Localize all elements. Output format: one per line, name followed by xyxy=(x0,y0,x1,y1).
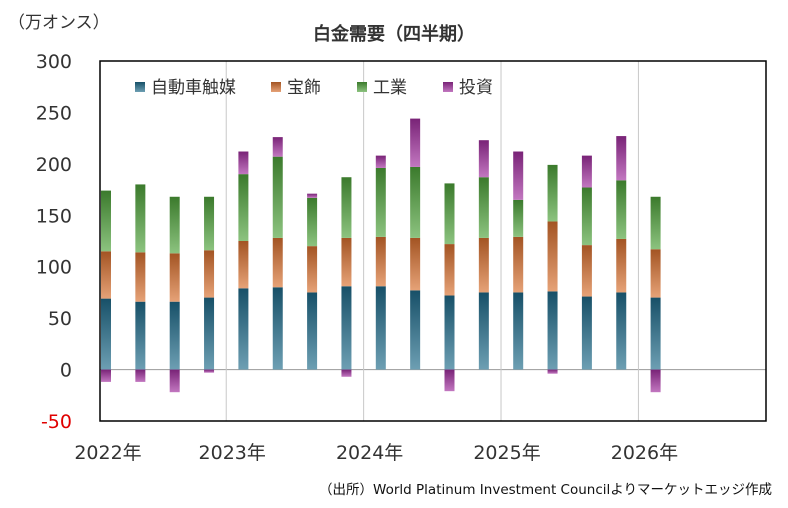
bar-宝飾-2023Q4 xyxy=(341,237,352,287)
bar-宝飾-2024Q4 xyxy=(478,237,489,293)
bar-自動車触媒-2023Q1 xyxy=(238,288,249,370)
bar-工業-2022Q3 xyxy=(169,196,180,254)
bar-宝飾-2022Q4 xyxy=(204,250,215,298)
bar-投資-2022Q4 xyxy=(204,369,215,373)
bar-宝飾-2025Q3 xyxy=(581,245,592,297)
chart-title: 白金需要（四半期） xyxy=(313,24,475,45)
bar-自動車触媒-2023Q2 xyxy=(272,287,283,370)
bar-宝飾-2022Q1 xyxy=(101,251,111,299)
bar-投資-2023Q4 xyxy=(341,369,352,377)
bar-宝飾-2026Q1 xyxy=(650,249,661,298)
bar-投資-2025Q1 xyxy=(513,151,524,200)
x-year-label: 2023年 xyxy=(199,442,266,464)
grid-lines xyxy=(100,61,766,421)
bar-宝飾-2023Q1 xyxy=(238,241,249,289)
bar-工業-2026Q1 xyxy=(650,196,661,250)
y-tick-label: 250 xyxy=(36,102,72,124)
source-note: （出所）World Platinum Investment Councilよりマ… xyxy=(319,482,772,498)
bar-自動車触媒-2022Q2 xyxy=(135,301,146,370)
bar-宝飾-2023Q3 xyxy=(307,246,318,293)
bar-投資-2022Q3 xyxy=(169,369,180,393)
legend-swatch-自動車触媒 xyxy=(135,82,145,92)
bar-工業-2025Q2 xyxy=(547,164,558,222)
bar-工業-2025Q4 xyxy=(616,180,627,239)
bar-宝飾-2025Q4 xyxy=(616,238,627,293)
bar-series xyxy=(101,118,661,393)
bar-投資-2024Q2 xyxy=(410,118,421,167)
y-tick-label: -50 xyxy=(41,411,72,433)
y-tick-label: 100 xyxy=(36,257,72,279)
bar-投資-2023Q2 xyxy=(272,137,283,157)
bar-投資-2025Q3 xyxy=(581,155,592,188)
bar-投資-2022Q2 xyxy=(135,369,146,382)
bar-工業-2024Q1 xyxy=(375,167,386,237)
bar-投資-2023Q1 xyxy=(238,151,249,175)
bar-自動車触媒-2024Q4 xyxy=(478,292,489,370)
bar-工業-2024Q4 xyxy=(478,177,489,238)
bar-工業-2025Q1 xyxy=(513,199,524,237)
bar-宝飾-2024Q1 xyxy=(375,236,386,287)
bar-工業-2023Q1 xyxy=(238,174,249,241)
y-tick-label: 200 xyxy=(36,154,72,176)
x-year-label: 2022年 xyxy=(74,442,141,464)
bar-宝飾-2025Q1 xyxy=(513,236,524,293)
legend-label: 工業 xyxy=(373,78,407,98)
bar-宝飾-2024Q2 xyxy=(410,237,421,291)
y-tick-label: 150 xyxy=(36,205,72,227)
bar-自動車触媒-2026Q1 xyxy=(650,297,661,370)
legend: 自動車触媒 宝飾 工業 投資 xyxy=(135,78,493,98)
bar-自動車触媒-2022Q1 xyxy=(101,298,111,370)
y-tick-label: 50 xyxy=(48,308,72,330)
y-axis-unit: （万オンス） xyxy=(8,13,110,33)
bar-投資-2022Q1 xyxy=(101,369,111,382)
bar-投資-2024Q1 xyxy=(375,155,386,168)
bar-工業-2022Q2 xyxy=(135,184,146,253)
legend-swatch-工業 xyxy=(357,82,367,92)
y-tick-label: 300 xyxy=(36,51,72,73)
bar-工業-2022Q1 xyxy=(101,190,111,252)
bar-宝飾-2022Q3 xyxy=(169,253,180,302)
bar-自動車触媒-2024Q2 xyxy=(410,290,421,370)
bar-自動車触媒-2022Q4 xyxy=(204,297,215,370)
bar-工業-2023Q3 xyxy=(307,197,318,247)
bar-工業-2023Q2 xyxy=(272,156,283,238)
bar-工業-2024Q2 xyxy=(410,166,421,238)
bar-投資-2025Q4 xyxy=(616,136,627,181)
bar-投資-2025Q2 xyxy=(547,369,558,374)
plot-border xyxy=(99,60,767,422)
bar-自動車触媒-2025Q1 xyxy=(513,292,524,370)
bar-自動車触媒-2025Q2 xyxy=(547,291,558,370)
bar-自動車触媒-2022Q3 xyxy=(169,301,180,370)
bar-宝飾-2022Q2 xyxy=(135,252,146,302)
bar-宝飾-2025Q2 xyxy=(547,221,558,292)
x-year-label: 2026年 xyxy=(611,442,678,464)
legend-label: 投資 xyxy=(459,78,493,98)
bar-投資-2024Q4 xyxy=(478,140,489,178)
bar-工業-2025Q3 xyxy=(581,187,592,246)
bar-自動車触媒-2024Q1 xyxy=(375,286,386,370)
x-year-label: 2024年 xyxy=(336,442,403,464)
legend-swatch-宝飾 xyxy=(271,82,281,92)
bar-自動車触媒-2023Q3 xyxy=(307,292,318,370)
bar-工業-2024Q3 xyxy=(444,183,455,245)
bar-投資-2026Q1 xyxy=(650,369,661,393)
y-tick-label: 0 xyxy=(60,360,72,382)
bar-自動車触媒-2025Q4 xyxy=(616,292,627,370)
bar-自動車触媒-2024Q3 xyxy=(444,295,455,370)
legend-label: 宝飾 xyxy=(287,78,321,98)
bar-投資-2024Q3 xyxy=(444,369,455,392)
x-year-label: 2025年 xyxy=(473,442,540,464)
bar-宝飾-2023Q2 xyxy=(272,237,283,288)
bar-投資-2023Q3 xyxy=(307,193,318,198)
legend-swatch-投資 xyxy=(443,82,453,92)
legend-label: 自動車触媒 xyxy=(151,78,236,98)
bar-工業-2022Q4 xyxy=(204,196,215,251)
bar-工業-2023Q4 xyxy=(341,177,352,238)
bar-自動車触媒-2023Q4 xyxy=(341,286,352,370)
bar-宝飾-2024Q3 xyxy=(444,244,455,296)
bar-自動車触媒-2025Q3 xyxy=(581,296,592,370)
